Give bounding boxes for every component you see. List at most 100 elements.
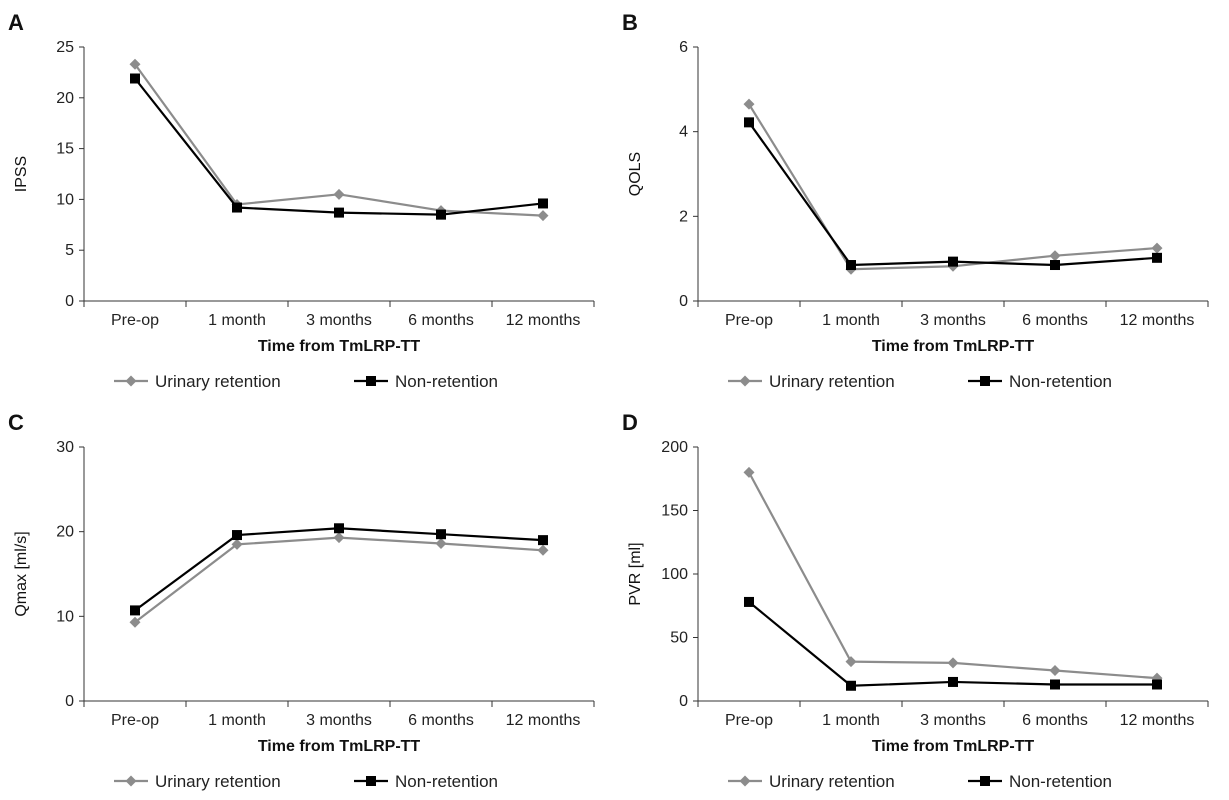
legend-marker-icon xyxy=(125,775,137,787)
legend-marker-icon xyxy=(739,775,751,787)
y-axis-title: IPSS xyxy=(13,156,30,192)
x-tick-label: 12 months xyxy=(1120,712,1195,729)
legend-label: Urinary retention xyxy=(155,372,281,391)
panel-letter: C xyxy=(8,410,24,435)
x-tick-label: 6 months xyxy=(408,312,474,329)
data-point-urinary-retention xyxy=(537,210,549,222)
y-axis-title: PVR [ml] xyxy=(627,542,644,605)
series-line-urinary-retention xyxy=(748,471,1158,680)
legend-label: Urinary retention xyxy=(155,772,281,791)
x-tick-label: 12 months xyxy=(506,712,581,729)
y-tick-label: 6 xyxy=(679,39,688,56)
legend-marker-icon xyxy=(125,375,137,387)
data-point-non-retention xyxy=(1152,679,1162,690)
x-axis-title: Time from TmLRP-TT xyxy=(258,738,421,755)
panel-letter: D xyxy=(622,410,638,435)
legend-label: Non-retention xyxy=(1009,372,1112,391)
series-line-urinary-retention xyxy=(134,536,544,624)
y-tick-label: 200 xyxy=(661,439,688,456)
chart-svg: A 0 5 10 15 20 25 Pre-op 1 month 3 months 6 months… xyxy=(8,10,595,391)
series-line-non-retention xyxy=(748,121,1158,267)
x-tick-label: Pre-op xyxy=(111,312,159,329)
panel-letter: A xyxy=(8,10,24,35)
data-point-urinary-retention xyxy=(129,616,141,628)
data-point-urinary-retention xyxy=(129,58,141,70)
y-tick-label: 30 xyxy=(56,439,74,456)
data-point-non-retention xyxy=(130,605,140,616)
y-tick-label: 0 xyxy=(679,693,688,710)
data-point-non-retention xyxy=(232,530,242,541)
y-tick-label: 4 xyxy=(679,124,688,141)
y-tick-label: 10 xyxy=(56,191,74,208)
data-point-non-retention xyxy=(1152,252,1162,263)
x-tick-label: 6 months xyxy=(1022,312,1088,329)
data-point-urinary-retention xyxy=(947,657,959,669)
y-tick-label: 10 xyxy=(56,608,74,625)
y-tick-label: 0 xyxy=(65,293,74,310)
x-tick-label: 6 months xyxy=(408,712,474,729)
x-tick-label: Pre-op xyxy=(111,712,159,729)
y-tick-label: 25 xyxy=(56,39,74,56)
legend-marker-icon xyxy=(739,375,751,387)
data-point-urinary-retention xyxy=(231,538,243,550)
legend-label: Non-retention xyxy=(1009,772,1112,791)
chart-svg: C 0 10 20 30 Pre-op 1 month 3 months 6 months 12 … xyxy=(8,410,595,791)
data-point-urinary-retention xyxy=(845,656,857,668)
x-tick-label: 3 months xyxy=(920,312,986,329)
y-tick-label: 20 xyxy=(56,90,74,107)
data-point-urinary-retention xyxy=(1049,665,1061,677)
data-point-non-retention xyxy=(948,256,958,267)
chart-panel-d: D 0 50 100 150 200 Pre-op 1 month 3 months 6 mont… xyxy=(614,400,1228,800)
y-tick-label: 5 xyxy=(65,242,74,259)
y-tick-label: 50 xyxy=(670,630,688,647)
data-point-urinary-retention xyxy=(333,532,345,544)
data-point-non-retention xyxy=(436,209,446,220)
y-tick-label: 100 xyxy=(661,566,688,583)
legend-marker-icon xyxy=(366,376,376,386)
data-point-non-retention xyxy=(538,198,548,209)
x-tick-label: 1 month xyxy=(208,312,266,329)
x-tick-label: 3 months xyxy=(920,712,986,729)
data-point-urinary-retention xyxy=(435,538,447,550)
data-point-non-retention xyxy=(744,596,754,607)
chart-panel-a: A 0 5 10 15 20 25 Pre-op 1 month 3 months 6 months… xyxy=(0,0,614,400)
legend-marker-icon xyxy=(366,776,376,786)
y-tick-label: 0 xyxy=(679,293,688,310)
data-point-non-retention xyxy=(334,207,344,218)
x-axis-title: Time from TmLRP-TT xyxy=(872,338,1035,355)
data-point-non-retention xyxy=(1050,679,1060,690)
x-tick-label: 3 months xyxy=(306,712,372,729)
data-point-non-retention xyxy=(232,202,242,213)
x-axis-title: Time from TmLRP-TT xyxy=(872,738,1035,755)
data-point-non-retention xyxy=(948,676,958,687)
legend-marker-icon xyxy=(980,376,990,386)
x-tick-label: Pre-op xyxy=(725,312,773,329)
data-point-non-retention xyxy=(846,680,856,691)
legend-marker-icon xyxy=(980,776,990,786)
x-tick-label: 1 month xyxy=(822,312,880,329)
y-tick-label: 15 xyxy=(56,141,74,158)
x-tick-label: 12 months xyxy=(506,312,581,329)
chart-panel-c: C 0 10 20 30 Pre-op 1 month 3 months 6 months 12 … xyxy=(0,400,614,800)
x-tick-label: Pre-op xyxy=(725,712,773,729)
y-tick-label: 20 xyxy=(56,524,74,541)
y-axis-title: QOLS xyxy=(627,152,644,196)
chart-svg: D 0 50 100 150 200 Pre-op 1 month 3 months 6 mont… xyxy=(622,410,1209,791)
data-point-urinary-retention xyxy=(537,544,549,556)
legend-label: Urinary retention xyxy=(769,372,895,391)
data-point-non-retention xyxy=(1050,260,1060,271)
data-point-urinary-retention xyxy=(743,98,755,110)
chart-svg: B 0 2 4 6 Pre-op 1 month 3 months 6 months 12 mon… xyxy=(622,10,1209,391)
chart-panel-b: B 0 2 4 6 Pre-op 1 month 3 months 6 months 12 mon… xyxy=(614,0,1228,400)
x-tick-label: 3 months xyxy=(306,312,372,329)
x-axis-title: Time from TmLRP-TT xyxy=(258,338,421,355)
legend-label: Urinary retention xyxy=(769,772,895,791)
x-tick-label: 1 month xyxy=(208,712,266,729)
x-tick-label: 6 months xyxy=(1022,712,1088,729)
x-tick-label: 12 months xyxy=(1120,312,1195,329)
data-point-non-retention xyxy=(130,73,140,84)
data-point-urinary-retention xyxy=(333,188,345,200)
legend-label: Non-retention xyxy=(395,772,498,791)
data-point-non-retention xyxy=(436,529,446,540)
panel-letter: B xyxy=(622,10,638,35)
